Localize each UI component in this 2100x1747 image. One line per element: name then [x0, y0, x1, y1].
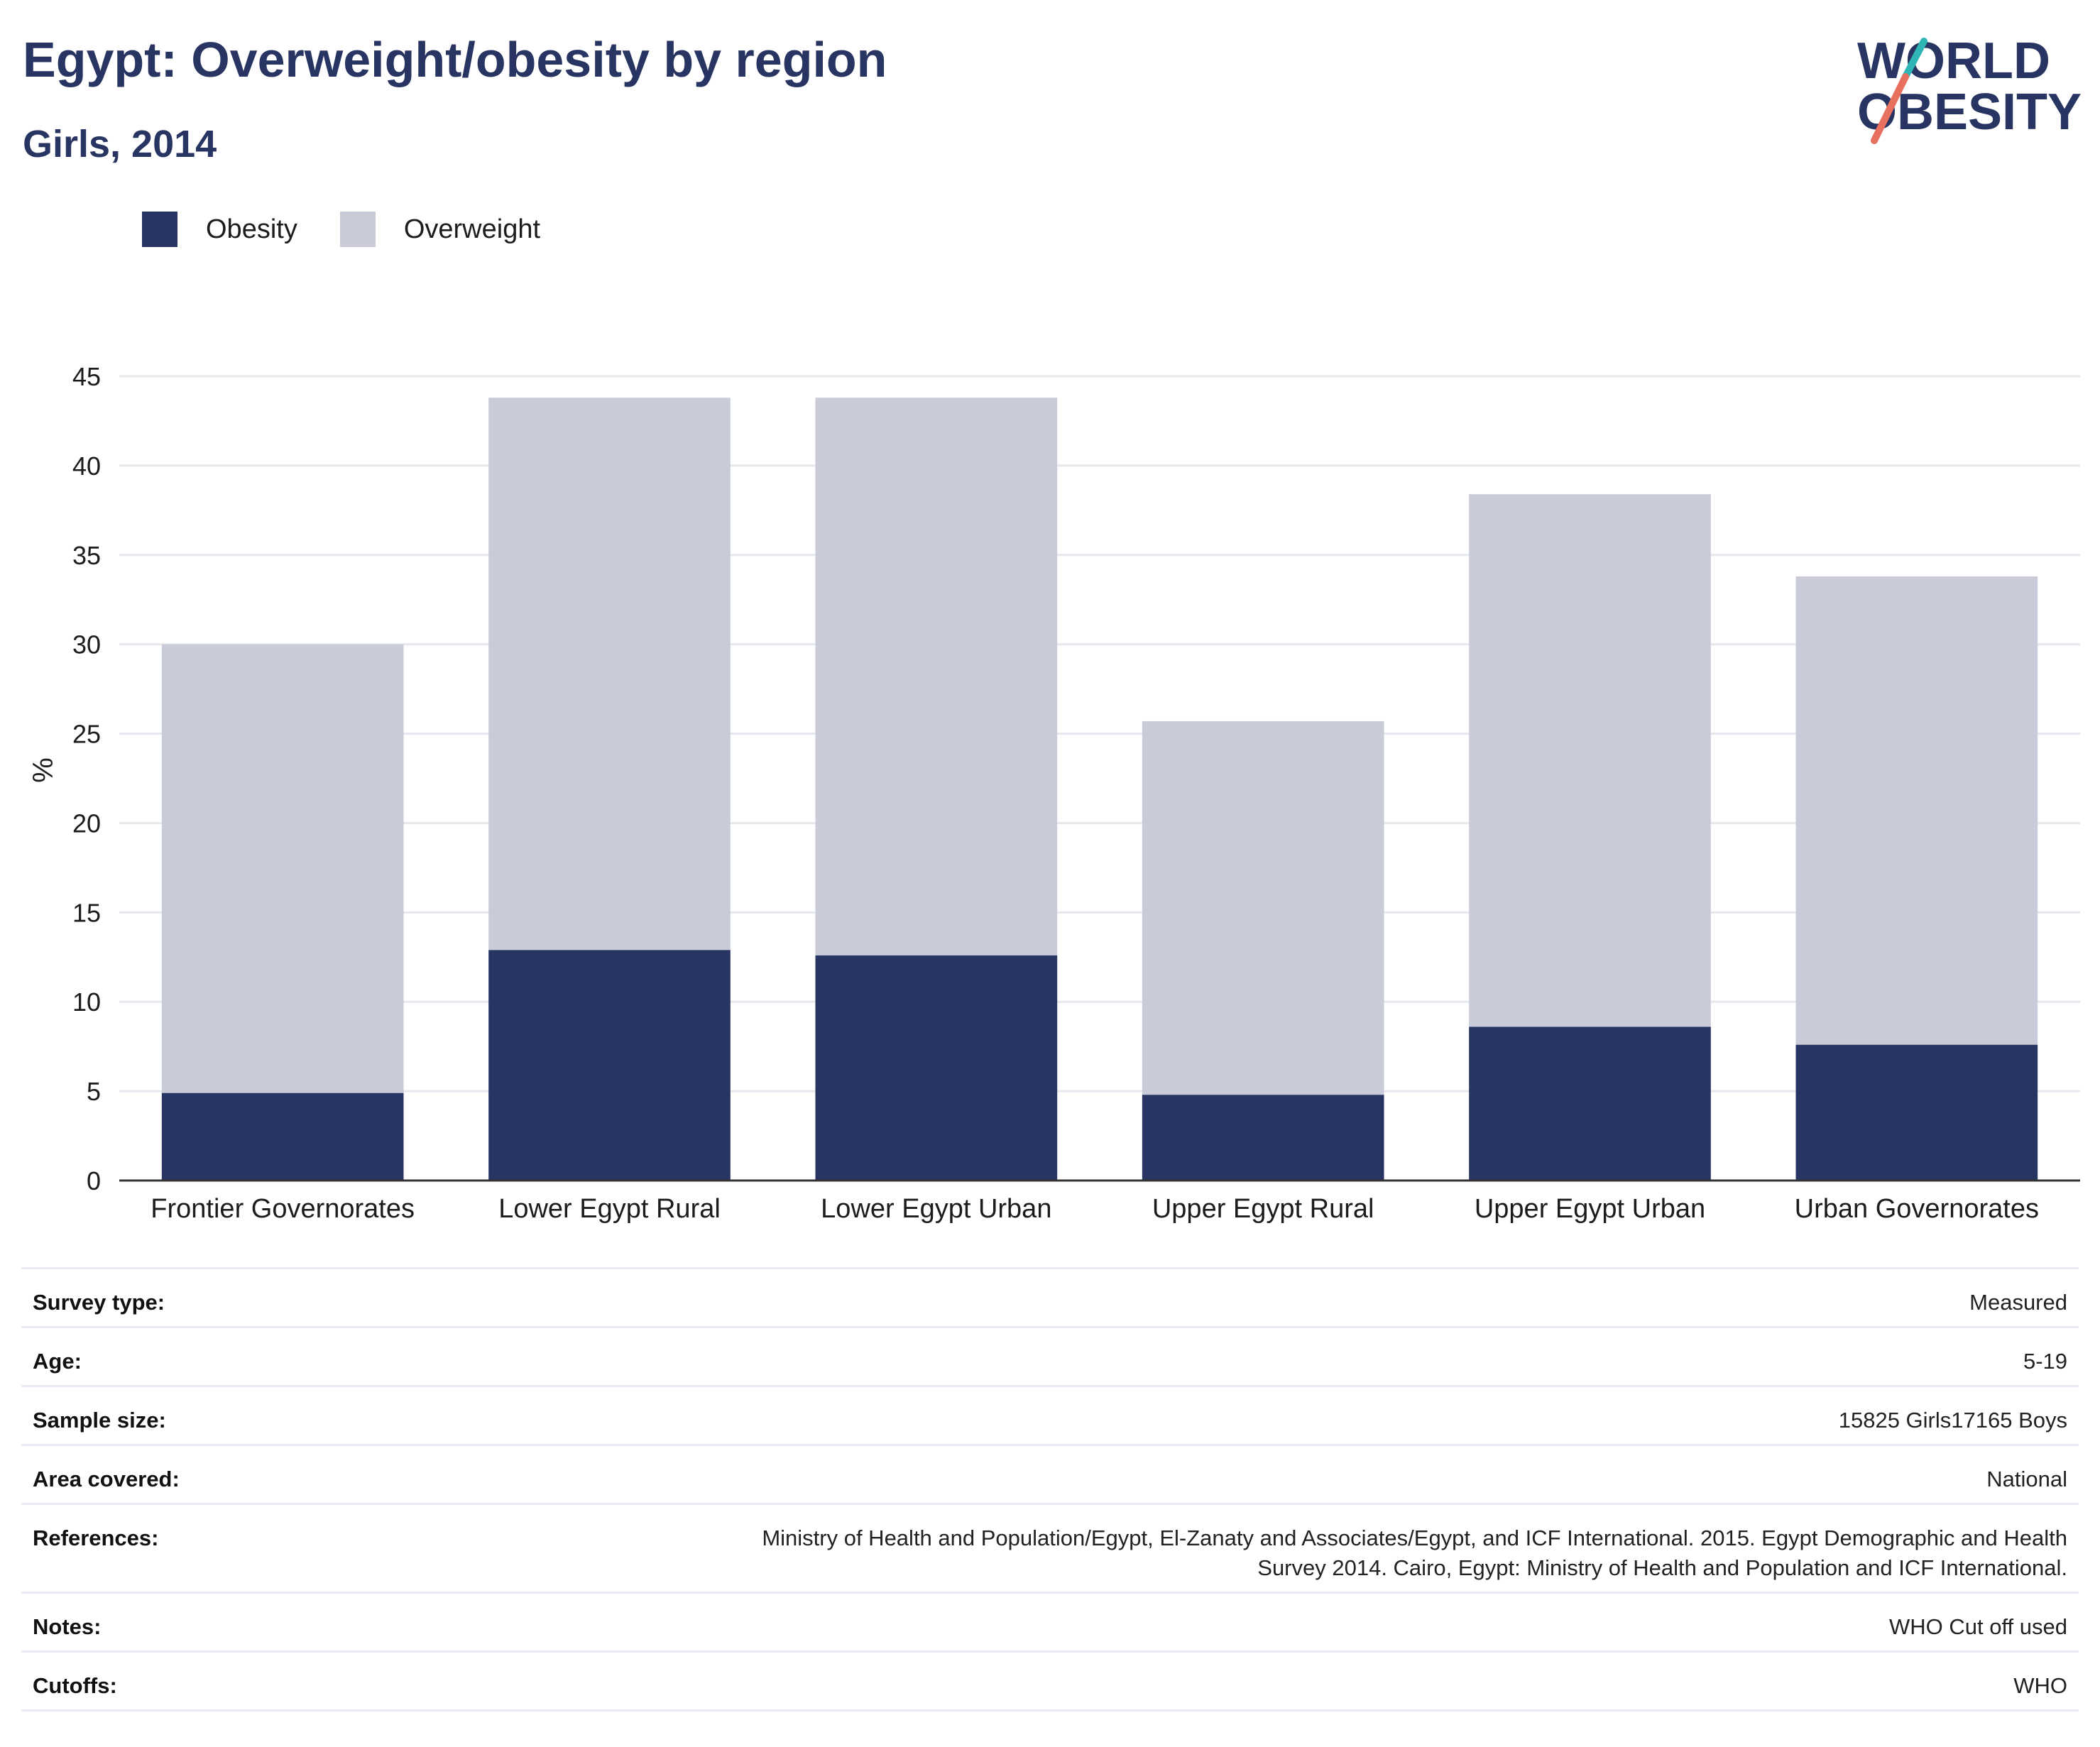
page-title: Egypt: Overweight/obesity by region — [23, 32, 887, 87]
world-obesity-logo: WORLD OBESITY — [1857, 33, 2082, 144]
x-tick-label: Lower Egypt Rural — [498, 1194, 721, 1224]
y-tick-label: 40 — [72, 451, 101, 481]
page-subtitle: Girls, 2014 — [23, 123, 217, 165]
y-tick-label: 5 — [87, 1077, 101, 1106]
axes: 0 5 10 15 20 25 30 35 40 45 Frontier Governorates L… — [72, 362, 2080, 1224]
y-tick-label: 45 — [72, 362, 101, 391]
meta-value-line: Survey 2014. Cairo, Egypt: Ministry of H… — [1257, 1555, 2067, 1580]
meta-value: WHO — [2013, 1673, 2067, 1698]
meta-row: Survey type: Measured — [21, 1267, 2079, 1326]
legend-label-obesity: Obesity — [206, 214, 297, 244]
survey-details-table: Survey type: Measured Age: 5-19 Sample size:… — [21, 1267, 2079, 1712]
legend-label-overweight: Overweight — [403, 214, 541, 244]
meta-value: 5-19 — [2023, 1349, 2067, 1374]
meta-row: Cutoffs: WHO — [21, 1650, 2079, 1709]
meta-row: Area covered: National — [21, 1444, 2079, 1503]
bar-obesity-0[interactable] — [161, 1092, 404, 1181]
meta-key: Notes: — [33, 1614, 102, 1639]
bar-obesity-3[interactable] — [1142, 1095, 1384, 1181]
meta-value: WHO Cut off used — [1889, 1614, 2067, 1639]
bar-obesity-5[interactable] — [1795, 1044, 2038, 1181]
y-axis-label: % — [28, 757, 59, 783]
x-tick-label: Lower Egypt Urban — [821, 1194, 1051, 1224]
x-tick-label: Upper Egypt Urban — [1475, 1194, 1705, 1224]
bar-obesity-2[interactable] — [815, 955, 1058, 1181]
meta-key: Survey type: — [33, 1290, 165, 1315]
meta-row: Sample size: 15825 Girls17165 Boys — [21, 1385, 2079, 1444]
bar-overweight-5[interactable] — [1795, 576, 2038, 1045]
gridlines — [119, 375, 2080, 1092]
legend-swatch-obesity — [142, 212, 177, 247]
meta-value-line: Ministry of Health and Population/Egypt,… — [762, 1526, 2067, 1550]
meta-row: Notes: WHO Cut off used — [21, 1592, 2079, 1650]
y-tick-label: 25 — [72, 720, 101, 749]
bars — [161, 398, 2038, 1181]
y-tick-label: 10 — [72, 987, 101, 1017]
x-tick-label: Urban Governorates — [1795, 1194, 2039, 1224]
table-bottom-border — [21, 1709, 2079, 1712]
legend-swatch-overweight — [339, 212, 376, 247]
y-tick-label: 20 — [72, 809, 101, 838]
svg-text:WORLD: WORLD — [1857, 33, 2050, 89]
bar-obesity-1[interactable] — [488, 950, 731, 1181]
bar-overweight-2[interactable] — [815, 398, 1058, 955]
y-tick-label: 30 — [72, 630, 101, 659]
legend-item-obesity[interactable]: Obesity — [142, 212, 297, 247]
meta-value: Ministry of Health and Population/Egypt,… — [762, 1523, 2067, 1583]
bar-overweight-3[interactable] — [1142, 721, 1384, 1095]
bar-overweight-4[interactable] — [1469, 494, 1711, 1027]
y-tick-label: 15 — [72, 898, 101, 927]
y-tick-label: 0 — [87, 1166, 101, 1195]
stacked-bar-chart: 0 5 10 15 20 25 30 35 40 45 Frontier Governorates L… — [28, 362, 2080, 1224]
meta-value: 15825 Girls17165 Boys — [1838, 1408, 2067, 1433]
meta-key: Age: — [33, 1349, 82, 1374]
y-tick-label: 35 — [72, 541, 101, 570]
x-tick-label: Upper Egypt Rural — [1152, 1194, 1374, 1224]
meta-value: Measured — [1969, 1290, 2067, 1315]
bar-overweight-1[interactable] — [488, 398, 731, 951]
bar-overweight-0[interactable] — [161, 644, 404, 1093]
meta-key: Cutoffs: — [33, 1673, 117, 1698]
chart-legend: Obesity Overweight — [142, 212, 583, 247]
meta-row: Age: 5-19 — [21, 1326, 2079, 1385]
x-tick-label: Frontier Governorates — [151, 1194, 415, 1224]
bar-obesity-4[interactable] — [1469, 1026, 1711, 1181]
legend-item-overweight[interactable]: Overweight — [339, 212, 541, 247]
meta-key: Area covered: — [33, 1467, 180, 1491]
meta-key: Sample size: — [33, 1408, 166, 1433]
meta-row: References: Ministry of Health and Popula… — [21, 1503, 2079, 1592]
meta-key: References: — [33, 1526, 159, 1550]
meta-value: National — [1986, 1467, 2067, 1491]
